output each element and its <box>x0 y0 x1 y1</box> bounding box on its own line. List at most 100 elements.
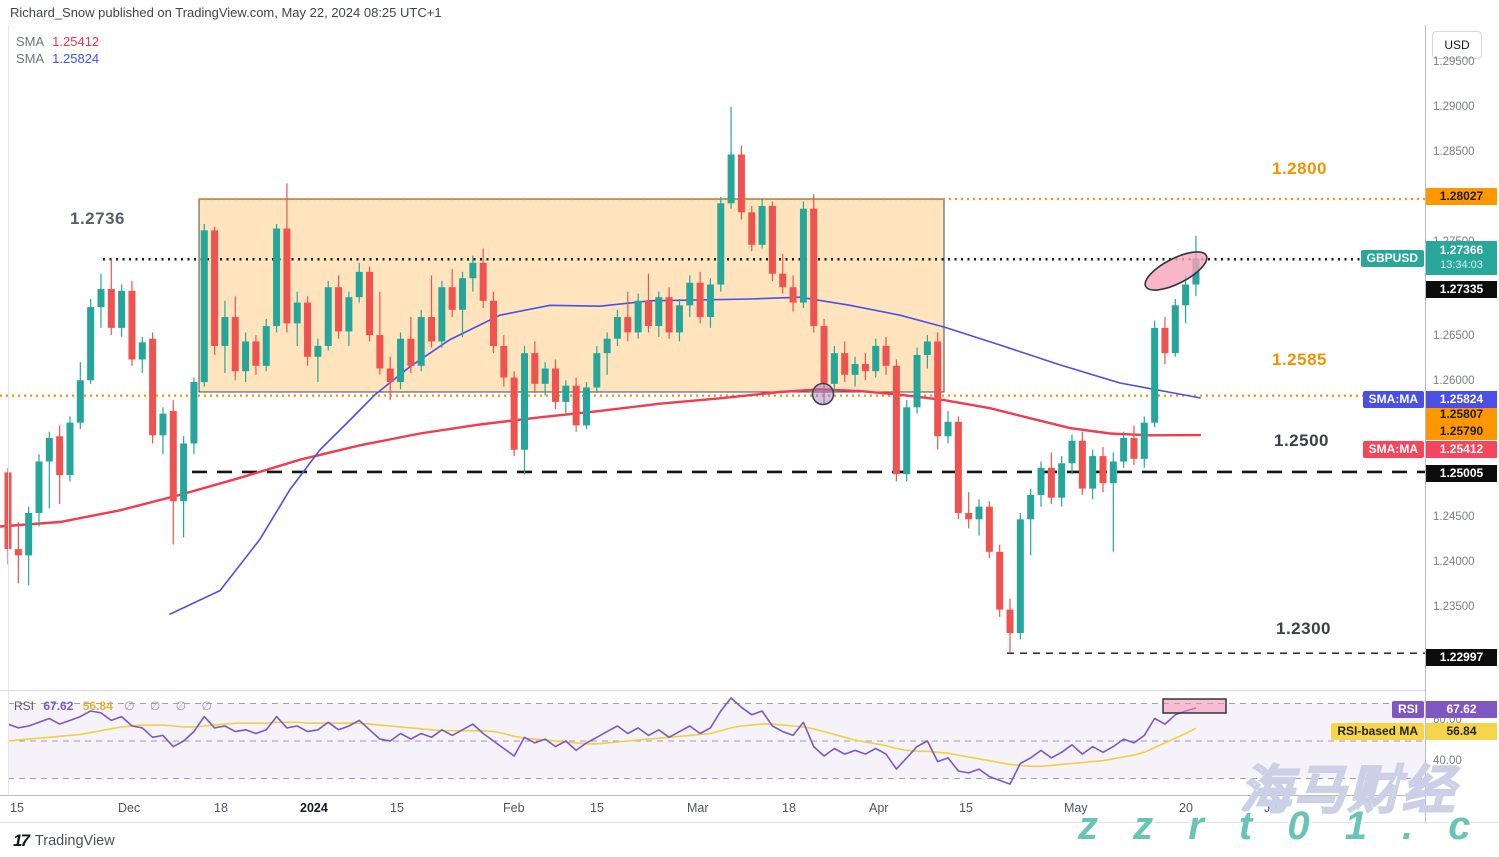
price-axis-badge: 1.25824 <box>1426 390 1497 408</box>
chart-tag-gbpusd: GBPUSD <box>1360 249 1424 267</box>
price-axis-tick: 1.26500 <box>1433 330 1475 342</box>
candle-body <box>459 278 467 310</box>
candle-body <box>490 300 498 346</box>
candle-body <box>283 228 291 324</box>
candle-body <box>665 297 673 333</box>
time-axis-label-feb: Feb <box>503 801 525 815</box>
candle-body <box>882 345 890 366</box>
candle-body <box>975 506 983 520</box>
time-axis-label-18: 18 <box>782 801 796 815</box>
price-axis-tick: 1.23500 <box>1433 601 1475 613</box>
candle-body <box>954 421 962 513</box>
candle-body <box>1058 463 1066 498</box>
tradingview-logo-text: TradingView <box>34 833 115 849</box>
time-axis-label-15: 15 <box>590 801 604 815</box>
candle-body <box>335 287 343 332</box>
candle-body <box>1078 440 1086 489</box>
candle-body <box>510 377 518 450</box>
candle-body <box>1068 440 1076 464</box>
candle-body <box>324 287 332 346</box>
pane-left-border <box>8 25 9 795</box>
candle-body <box>66 422 74 476</box>
price-axis-badge: 67.62 <box>1426 700 1497 718</box>
candle-body <box>159 413 167 436</box>
rsi-ma-value: 56.84 <box>82 699 113 713</box>
candle-body <box>211 230 219 346</box>
pane-separator[interactable] <box>0 690 1426 691</box>
candle-body <box>686 282 694 306</box>
candle-body <box>386 368 394 383</box>
candle-body <box>810 208 818 327</box>
candle-body <box>1027 494 1035 520</box>
price-axis-tick: 1.24500 <box>1433 511 1475 523</box>
price-axis-badge: 1.25412 <box>1426 440 1497 458</box>
candle-body <box>613 317 621 339</box>
candle-body <box>221 317 229 346</box>
candle-body <box>438 287 446 342</box>
chart-tag-rsi: RSI <box>1391 700 1424 718</box>
rsi-ma-line <box>7 721 1197 768</box>
candle-body <box>541 368 549 384</box>
tradingview-brand[interactable]: 17 TradingView <box>13 831 115 851</box>
candle-body <box>97 289 105 308</box>
candle-body <box>624 317 632 333</box>
circle-annotation <box>811 382 835 406</box>
candle-body <box>252 341 260 366</box>
candle-body <box>417 317 425 366</box>
candle-body <box>789 287 797 303</box>
candle-body <box>231 317 239 372</box>
time-axis-label-jun: Jun <box>1264 801 1285 815</box>
time-axis-label-15: 15 <box>10 801 24 815</box>
candle-body <box>531 353 539 384</box>
time-axis-label-15: 15 <box>390 801 404 815</box>
rsi-highlight-rect <box>1162 698 1227 714</box>
tradingview-logo-icon: 17 <box>13 831 30 850</box>
candle-body <box>304 302 312 357</box>
candle-body <box>128 290 136 360</box>
candle-body <box>366 271 374 336</box>
candle-body <box>138 342 146 360</box>
candle-body <box>851 363 859 375</box>
price-axis-tick: 1.29500 <box>1433 56 1475 68</box>
time-axis-label-dec: Dec <box>118 801 141 815</box>
candle-body <box>1006 609 1014 634</box>
candle-body <box>965 512 973 520</box>
candle-body <box>923 341 931 355</box>
price-axis-badge: 1.27335 <box>1426 280 1497 298</box>
candle-body <box>551 368 559 402</box>
candle-body <box>355 271 363 298</box>
candle-body <box>582 387 590 426</box>
candle-body <box>35 461 43 513</box>
candle-body <box>944 421 952 437</box>
price-level-label-12500: 1.2500 <box>1274 431 1329 450</box>
time-axis-label-15: 15 <box>959 801 973 815</box>
rsi-hidden-values: ∅ ∅ ∅ ∅ <box>124 699 218 713</box>
chart-tag-sma-ma: SMA:MA <box>1362 440 1424 458</box>
candle-body <box>1089 456 1097 489</box>
price-level-label-12800: 1.2800 <box>1272 159 1327 178</box>
candle-body <box>675 305 683 333</box>
candle-body <box>314 345 322 357</box>
sma-slow-line <box>169 296 1201 615</box>
time-axis-separator <box>0 795 1426 796</box>
candle-body <box>737 154 745 213</box>
sma-slow-label: SMA <box>16 51 45 66</box>
candle-body <box>242 341 250 372</box>
candle-body <box>25 512 33 556</box>
sma-fast-line <box>0 388 1202 528</box>
currency-button[interactable]: USD <box>1432 31 1482 59</box>
price-axis-tick: 1.24000 <box>1433 556 1475 568</box>
candle-body <box>1130 438 1138 459</box>
candle-body <box>469 262 477 279</box>
candle-body <box>87 307 95 381</box>
chart-tag-rsi-based-ma: RSI-based MA <box>1331 722 1424 740</box>
rsi-value: 67.62 <box>43 699 74 713</box>
candle-body <box>397 338 405 383</box>
candle-body <box>180 443 188 502</box>
price-level-label-12736: 1.2736 <box>70 209 125 228</box>
candle-body <box>655 297 663 327</box>
candle-body <box>706 284 714 318</box>
resistance-zone-box <box>198 198 945 393</box>
candle-body <box>727 154 735 204</box>
